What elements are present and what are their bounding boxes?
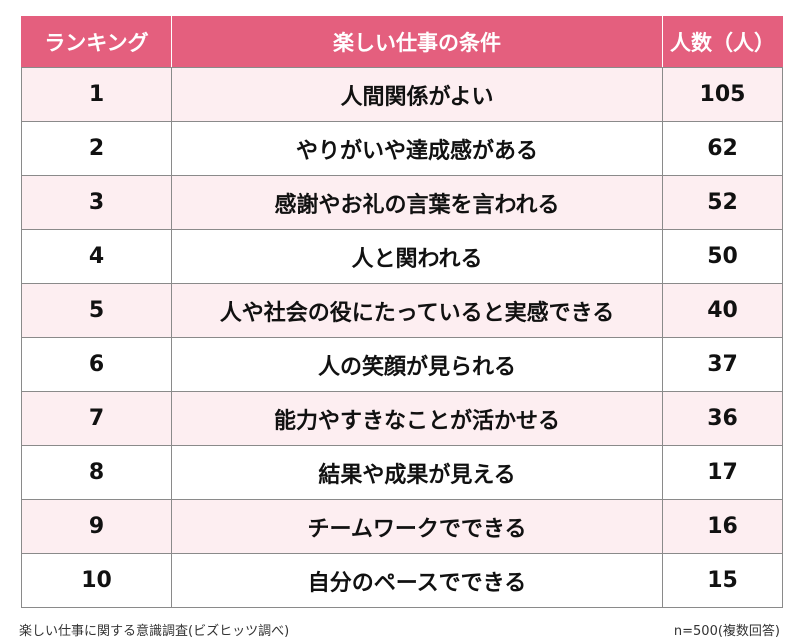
count-cell: 37: [662, 337, 783, 392]
table-row: 4 人と関われる 50: [21, 229, 783, 284]
table-row: 5 人や社会の役にたっていると実感できる 40: [21, 283, 783, 338]
table-row: 8 結果や成果が見える 17: [21, 445, 783, 500]
header-count: 人数（人）: [662, 16, 783, 68]
header-condition: 楽しい仕事の条件: [171, 16, 663, 68]
table-header-row: ランキング 楽しい仕事の条件 人数（人）: [21, 16, 783, 68]
rank-cell: 2: [21, 121, 172, 176]
table-row: 9 チームワークでできる 16: [21, 499, 783, 554]
condition-cell: 感謝やお礼の言葉を言われる: [171, 175, 663, 230]
rank-cell: 8: [21, 445, 172, 500]
count-cell: 16: [662, 499, 783, 554]
rank-cell: 1: [21, 67, 172, 122]
table-row: 10 自分のペースでできる 15: [21, 553, 783, 608]
rank-cell: 9: [21, 499, 172, 554]
condition-cell: 人の笑顔が見られる: [171, 337, 663, 392]
count-cell: 52: [662, 175, 783, 230]
rank-cell: 7: [21, 391, 172, 446]
count-cell: 105: [662, 67, 783, 122]
condition-cell: 結果や成果が見える: [171, 445, 663, 500]
rank-cell: 10: [21, 553, 172, 608]
table-row: 1 人間関係がよい 105: [21, 67, 783, 122]
rank-cell: 6: [21, 337, 172, 392]
condition-cell: 人と関われる: [171, 229, 663, 284]
condition-cell: 自分のペースでできる: [171, 553, 663, 608]
table-row: 3 感謝やお礼の言葉を言われる 52: [21, 175, 783, 230]
rank-cell: 5: [21, 283, 172, 338]
condition-cell: 能力やすきなことが活かせる: [171, 391, 663, 446]
table-row: 2 やりがいや達成感がある 62: [21, 121, 783, 176]
sample-size-note: n=500(複数回答): [673, 624, 780, 639]
source-note: 楽しい仕事に関する意識調査(ビズヒッツ調べ): [19, 624, 290, 639]
count-cell: 50: [662, 229, 783, 284]
count-cell: 40: [662, 283, 783, 338]
rank-cell: 3: [21, 175, 172, 230]
rank-cell: 4: [21, 229, 172, 284]
header-rank: ランキング: [21, 16, 172, 68]
count-cell: 62: [662, 121, 783, 176]
count-cell: 15: [662, 553, 783, 608]
condition-cell: やりがいや達成感がある: [171, 121, 663, 176]
table-row: 6 人の笑顔が見られる 37: [21, 337, 783, 392]
table-row: 7 能力やすきなことが活かせる 36: [21, 391, 783, 446]
ranking-table: ランキング 楽しい仕事の条件 人数（人） 1 人間関係がよい 105 2 やりが…: [21, 16, 783, 608]
count-cell: 36: [662, 391, 783, 446]
condition-cell: チームワークでできる: [171, 499, 663, 554]
condition-cell: 人や社会の役にたっていると実感できる: [171, 283, 663, 338]
condition-cell: 人間関係がよい: [171, 67, 663, 122]
count-cell: 17: [662, 445, 783, 500]
